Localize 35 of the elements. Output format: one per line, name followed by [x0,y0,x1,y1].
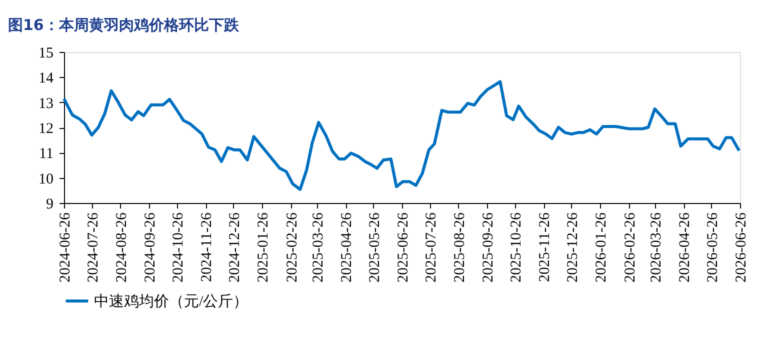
x-tick-label: 2025-06-26 [396,212,412,282]
x-tick-label: 2024-06-26 [58,212,74,282]
x-tick-label: 2026-02-26 [622,212,638,282]
y-tick-label: 9 [46,196,54,212]
x-tick-label: 2025-11-26 [537,212,554,282]
line-series [62,80,741,191]
legend-label: 中速鸡均价（元/公斤） [94,293,248,310]
y-tick-label: 13 [38,96,54,112]
x-tick-label: 2025-09-26 [480,212,497,282]
x-tick-label: 2025-12-26 [564,212,581,282]
x-tick-label: 2026-04-26 [677,212,694,282]
x-tick-label: 2024-12-26 [226,212,243,282]
x-tick-label: 2025-03-26 [310,212,326,282]
x-tick-label: 2026-06-26 [734,212,750,282]
x-tick-label: 2025-10-26 [508,212,524,282]
x-tick-label: 2025-08-26 [452,212,468,282]
chart-title: 图16：本周黄羽肉鸡价格环比下跌 [8,16,240,34]
x-tick-label: 2025-01-26 [256,212,272,282]
x-tick-label: 2025-04-26 [339,212,356,282]
y-tick-label: 14 [38,70,54,87]
x-tick-label: 2025-05-26 [366,212,383,282]
y-tick-label: 10 [38,171,54,188]
x-tick-label: 2024-08-26 [114,212,130,282]
x-tick-label: 2024-10-26 [170,212,186,282]
y-tick-label: 11 [39,146,54,162]
x-tick-label: 2024-11-26 [199,212,216,282]
x-tick-label: 2024-07-26 [85,212,102,282]
x-tick-label: 2026-05-26 [704,212,721,282]
x-tick-label: 2026-03-26 [648,212,664,282]
x-tick-label: 2025-02-26 [284,212,300,282]
x-tick-label: 2024-09-26 [142,212,159,282]
y-tick-label: 12 [38,121,54,137]
x-tick-label: 2025-07-26 [423,212,440,282]
y-tick-label: 15 [38,46,54,62]
x-tick-label: 2026-01-26 [594,212,610,282]
